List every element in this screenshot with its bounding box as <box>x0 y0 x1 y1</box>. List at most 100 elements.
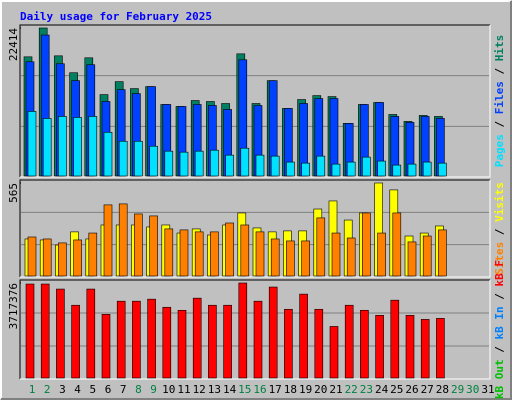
bar <box>179 151 189 177</box>
x-tick-label: 21 <box>329 383 342 396</box>
x-tick-label: 10 <box>162 383 175 396</box>
bar <box>344 304 354 379</box>
bar <box>286 240 295 277</box>
x-tick-label: 23 <box>360 383 373 396</box>
bar <box>86 288 96 379</box>
x-tick-label: 25 <box>390 383 403 396</box>
bar <box>132 300 141 379</box>
bar <box>270 155 280 177</box>
bar <box>377 232 386 277</box>
bar <box>225 154 234 177</box>
bar <box>103 131 113 177</box>
bar <box>392 212 402 277</box>
x-tick-label: 6 <box>105 383 112 396</box>
bar <box>346 237 356 277</box>
bar <box>73 117 82 177</box>
bar <box>360 309 369 379</box>
x-tick-label: 7 <box>120 383 127 396</box>
bar <box>177 309 187 379</box>
x-tick-label: 29 <box>451 383 464 396</box>
bar <box>149 215 158 277</box>
legend-entry: Hits <box>493 35 506 62</box>
bar <box>314 308 324 379</box>
bar <box>208 304 217 379</box>
bar <box>25 283 35 379</box>
bar <box>149 145 158 177</box>
panel-edge-dark <box>19 24 490 177</box>
bar <box>422 161 432 177</box>
y-tick-label: 22414 <box>7 28 20 61</box>
bar <box>162 306 172 379</box>
legend-entry: Visits <box>493 182 506 222</box>
panel-edge-dark <box>19 179 490 277</box>
y-tick-label: 565 <box>7 183 20 203</box>
x-tick-label: 19 <box>299 383 312 396</box>
bar <box>299 293 308 379</box>
bar <box>103 204 113 277</box>
bar <box>40 283 50 379</box>
bar <box>88 116 98 177</box>
bar <box>101 314 111 379</box>
bar <box>331 232 341 277</box>
bar <box>346 161 356 177</box>
x-tick-label: 31 <box>481 383 494 396</box>
x-tick-label: 24 <box>375 383 389 396</box>
legend-separator: / <box>493 286 506 306</box>
x-tick-label: 8 <box>135 383 142 396</box>
x-tick-label: 11 <box>177 383 190 396</box>
bar <box>362 212 371 277</box>
bar <box>284 308 293 379</box>
x-tick-label: 26 <box>405 383 418 396</box>
legend-separator: / <box>493 114 506 134</box>
bar <box>58 116 67 177</box>
bar <box>255 231 265 277</box>
x-tick-label: 27 <box>421 383 434 396</box>
bar <box>27 236 37 277</box>
bar <box>71 304 80 379</box>
legend-separator: / <box>493 222 506 242</box>
x-tick-label: 1 <box>29 383 36 396</box>
bar <box>238 282 248 379</box>
legend-entry: Files <box>493 81 506 114</box>
bar <box>407 163 417 177</box>
legend-entry: kB F <box>493 260 506 287</box>
panel-edge-dark <box>19 279 490 379</box>
legend-separator: / <box>493 339 506 359</box>
x-tick-label: 17 <box>269 383 282 396</box>
bar <box>268 286 278 379</box>
bar <box>240 147 250 177</box>
bar <box>316 217 326 277</box>
panel-edge-light <box>20 180 491 278</box>
bar <box>73 239 82 277</box>
bar <box>210 231 219 277</box>
bar <box>407 241 417 277</box>
bar <box>436 318 445 379</box>
bar <box>392 164 402 177</box>
bar <box>438 229 447 277</box>
bar <box>116 300 126 379</box>
bar <box>375 315 384 379</box>
bar <box>270 238 280 277</box>
bar <box>147 298 156 379</box>
bar <box>179 229 189 277</box>
bar <box>42 238 52 277</box>
y-tick-label: 3717376 <box>7 283 20 329</box>
x-tick-label: 3 <box>59 383 66 396</box>
bar <box>164 228 174 277</box>
bar <box>134 213 143 277</box>
bar <box>164 150 174 177</box>
bar <box>286 161 295 177</box>
x-tick-label: 9 <box>150 383 157 396</box>
chart-title: Daily usage for February 2025 <box>20 10 212 23</box>
bar <box>134 140 143 177</box>
legend-entry: Pages <box>493 134 506 167</box>
bar <box>253 300 263 379</box>
bar <box>405 315 415 379</box>
legend-entry: kB In <box>493 306 506 339</box>
bar <box>301 240 310 277</box>
bar <box>58 242 67 277</box>
bar <box>240 224 250 277</box>
x-tick-label: 15 <box>238 383 251 396</box>
